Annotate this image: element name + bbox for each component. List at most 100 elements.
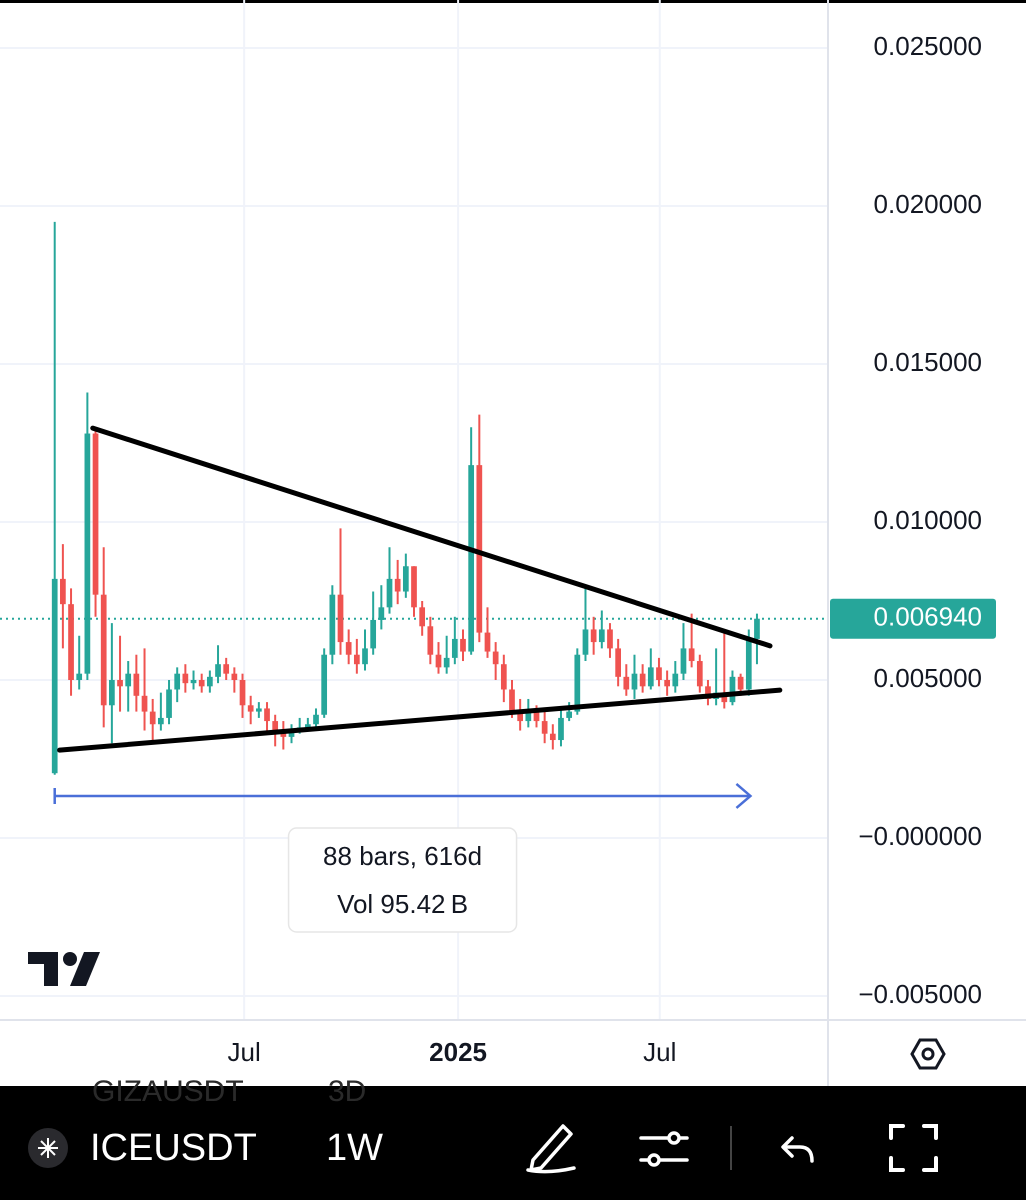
ghost-interval: 3D [328, 1075, 366, 1108]
candle-body [484, 632, 491, 652]
measure-label: 88 bars, 616d [323, 841, 482, 871]
candle-body [158, 717, 164, 725]
draw-tool-icon[interactable] [526, 1124, 576, 1174]
symbol[interactable]: ICEUSDT [90, 1127, 257, 1169]
candle-body [615, 648, 621, 677]
candle-body [476, 465, 483, 633]
candle-body [729, 676, 736, 703]
candle-body [231, 673, 238, 680]
candle-body [656, 667, 662, 680]
candle-body [223, 664, 230, 674]
logo [28, 952, 100, 986]
fullscreen-icon[interactable] [889, 1124, 938, 1172]
candle-body [509, 689, 515, 712]
candle-body [166, 689, 172, 718]
x-tick-label: 2025 [429, 1037, 487, 1067]
candle-body [664, 680, 670, 687]
y-tick-label: −0.005000 [858, 979, 982, 1009]
candle-body [60, 578, 66, 605]
candle-body [370, 619, 377, 649]
candle-body [125, 673, 132, 687]
candle-body [639, 673, 646, 687]
candle-body [598, 629, 605, 643]
candle-body [337, 594, 344, 643]
candle-body [525, 711, 532, 722]
candle-body [239, 680, 246, 706]
candle-body [190, 680, 197, 684]
candle-body [182, 673, 189, 684]
candle-body [272, 721, 279, 731]
x-tick-label: Jul [228, 1037, 261, 1067]
candle-body [149, 711, 156, 725]
indicators-icon[interactable] [639, 1131, 689, 1167]
candle-body [109, 680, 115, 706]
candle-body [141, 695, 148, 712]
candle-body [754, 618, 760, 639]
top-edge [0, 0, 1026, 3]
candle-body [500, 664, 507, 690]
plot: 88 bars, 616d Vol 95.42 B [0, 221, 828, 933]
candle-body [517, 711, 524, 722]
candle-body [207, 676, 213, 687]
toolbar [0, 1086, 1026, 1200]
candle-body [721, 692, 728, 703]
candle-body [582, 629, 589, 655]
y-tick-label: 0.015000 [874, 347, 982, 377]
candle-body [133, 673, 140, 696]
candle-body [688, 648, 695, 662]
candle-body [362, 648, 368, 665]
settings-icon[interactable] [910, 1038, 946, 1070]
candle-body [696, 661, 703, 687]
candle-body [672, 673, 679, 687]
candle-body [215, 664, 221, 677]
candle-body [321, 654, 328, 715]
candle-body [549, 733, 556, 741]
candle-body [117, 680, 123, 687]
candle-body [419, 607, 426, 627]
candle-body [623, 676, 630, 690]
measure-box [287, 827, 518, 933]
candle-body [100, 594, 107, 706]
candle-body [174, 673, 181, 690]
candle-body [76, 673, 83, 680]
x-tick-label: Jul [643, 1037, 676, 1067]
last-price-label: 0.006940 [874, 602, 982, 632]
candle-body [247, 705, 254, 712]
candle-body [745, 638, 752, 690]
y-tick-label: 0.020000 [874, 189, 982, 219]
candle-body [451, 638, 458, 658]
candle-body [737, 676, 744, 690]
interval[interactable]: 1W [326, 1127, 383, 1169]
y-tick-label: 0.005000 [874, 663, 982, 693]
candle-body [427, 626, 434, 655]
candle-body [378, 607, 385, 620]
candle-body [607, 629, 613, 649]
candle-body [313, 714, 319, 725]
candle-body [435, 654, 442, 668]
candle-body [68, 604, 74, 680]
candle-body [566, 711, 573, 718]
y-tick-label: 0.025000 [874, 31, 982, 61]
candle-body [492, 651, 499, 665]
candle-body [329, 594, 336, 655]
candle-body [92, 433, 99, 595]
trend-line [90, 425, 773, 649]
symbol-icon-star [38, 1138, 58, 1158]
candle-body [574, 654, 581, 712]
measure-arrow-head [53, 783, 753, 809]
candle-body [304, 724, 311, 728]
ghost-symbol: GIZAUSDT [92, 1075, 244, 1108]
candle-body [353, 654, 360, 665]
axes: −0.005000 −0.000000 0.005000 0.010000 0.0150… [228, 31, 996, 1067]
candle-body [394, 578, 401, 592]
candle-body [533, 711, 540, 722]
candle-body [255, 708, 262, 712]
candle-body [541, 721, 548, 734]
last-price-badge [830, 598, 996, 639]
candle-body [443, 657, 450, 668]
undo-icon[interactable] [781, 1136, 814, 1163]
y-tick-label: −0.000000 [858, 821, 982, 851]
candle-body [345, 642, 352, 655]
